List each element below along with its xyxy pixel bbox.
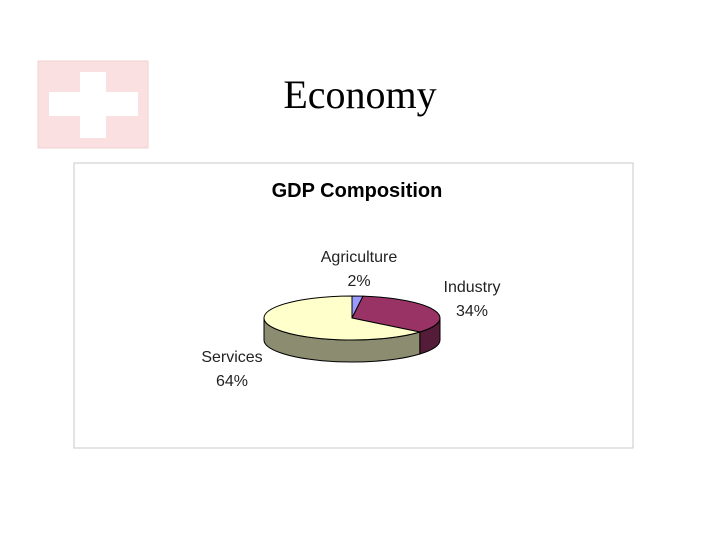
slice-value-label: 34% xyxy=(456,303,488,320)
slice-label: Industry xyxy=(444,279,501,296)
pie-tops xyxy=(263,295,441,341)
pie-slice xyxy=(351,295,441,333)
slice-value-label: 64% xyxy=(216,373,248,390)
slice-label: Services xyxy=(201,349,262,366)
flag xyxy=(37,60,149,149)
chart-title: GDP Composition xyxy=(272,180,443,202)
slice-value-label: 2% xyxy=(347,273,370,290)
flag-cross xyxy=(49,92,138,116)
slide-title: Economy xyxy=(283,72,436,117)
pie: Agriculture 2% Industry 34% Services 64% xyxy=(201,249,500,390)
pie-slice xyxy=(263,295,420,341)
slice-label: Agriculture xyxy=(321,249,398,266)
